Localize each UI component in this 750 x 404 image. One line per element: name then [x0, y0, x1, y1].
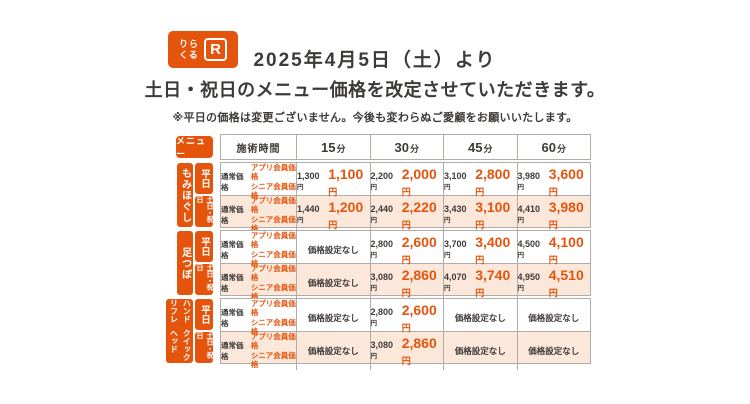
- day-labels: 平日 土日・祝日: [195, 162, 213, 228]
- day-weekday-badge: 平日: [195, 231, 213, 262]
- no-price-cell: 価格設定なし: [296, 332, 370, 370]
- no-price-cell: 価格設定なし: [296, 231, 370, 269]
- menu-header-badge: メニュー: [176, 136, 213, 159]
- table-row: 通常価格 アプリ会員価格 シニア会員価格 価格設定なし 3,080円 2,860円 …: [221, 263, 590, 302]
- day-weekday-badge: 平日: [195, 299, 213, 330]
- group-name-ashitsubo: 足つぼ: [177, 231, 193, 295]
- group-name-handrefle-quickhead: ハンドリフレ クイックヘッド: [166, 299, 193, 363]
- price-type-labels: 通常価格 アプリ会員価格 シニア会員価格: [221, 332, 296, 370]
- price-cell: 3,100円 2,800円: [443, 163, 517, 201]
- headline: 2025年4月5日（土）より 土日・祝日のメニュー価格を改定させていただきます。…: [0, 0, 750, 125]
- price-cell: 3,080円 2,860円: [369, 264, 444, 302]
- col-header-30min: 30 分: [369, 135, 444, 159]
- day-holiday-badge: 土日・祝日: [195, 332, 213, 363]
- day-holiday-badge: 土日・祝日: [195, 196, 213, 227]
- price-cell: 3,430円 3,100円: [443, 196, 517, 234]
- price-type-labels: 通常価格 アプリ会員価格 シニア会員価格: [221, 264, 296, 302]
- day-weekday-badge: 平日: [195, 163, 213, 194]
- price-type-labels: 通常価格 アプリ会員価格 シニア会員価格: [221, 231, 296, 269]
- time-header-label: 施術時間: [236, 143, 281, 155]
- day-holiday-badge: 土日・祝日: [195, 264, 213, 295]
- title-date: 2025年4月5日（土）より: [253, 50, 497, 71]
- group-name-col: ハンドリフレ クイックヘッド: [165, 298, 193, 364]
- price-cell: 4,410円 3,980円: [516, 196, 591, 234]
- no-price-cell: 価格設定なし: [516, 299, 591, 337]
- col-header-15min: 15 分: [296, 135, 370, 159]
- col-header-60min: 60 分: [516, 135, 591, 159]
- price-cell: 2,800円 2,600円: [369, 231, 444, 269]
- no-price-cell: 価格設定なし: [443, 332, 517, 370]
- time-header: 施術時間 15 分 30 分 45 分 60 分: [220, 134, 591, 160]
- table-row: 通常価格 アプリ会員価格 シニア会員価格 1,300円 1,100円 2,200円 2…: [221, 163, 590, 201]
- table-row: 通常価格 アプリ会員価格 シニア会員価格 価格設定なし 2,800円 2,600円 …: [221, 231, 590, 269]
- table-row: 通常価格 アプリ会員価格 シニア会員価格 価格設定なし 2,800円 2,600円 …: [221, 299, 590, 337]
- no-price-cell: 価格設定なし: [296, 264, 370, 302]
- day-labels: 平日 土日・祝日: [195, 230, 213, 296]
- price-cell: 2,200円 2,000円: [369, 163, 444, 201]
- price-cell: 4,950円 4,510円: [516, 264, 591, 302]
- no-price-cell: 価格設定なし: [443, 299, 517, 337]
- group-momihogushi: もみほぐし 平日 土日・祝日 通常価格 アプリ会員価格 シニア会員価格 1,300…: [165, 162, 591, 234]
- price-cell: 2,800円 2,600円: [369, 299, 444, 337]
- rirakuru-r-icon: R: [204, 38, 227, 61]
- table-header-row: メニュー 施術時間 15 分 30 分 45 分 60 分: [165, 134, 591, 160]
- group-handrefle-quickhead: ハンドリフレ クイックヘッド 平日 土日・祝日 通常価格 アプリ会員価格 シニア会…: [165, 298, 591, 370]
- group-ashitsubo: 足つぼ 平日 土日・祝日 通常価格 アプリ会員価格 シニア会員価格 価格設定なし …: [165, 230, 591, 302]
- rirakuru-logo: りら くる R: [168, 31, 238, 68]
- price-table: メニュー 施術時間 15 分 30 分 45 分 60 分 もみほぐし 平日 土日・祝日: [165, 134, 591, 370]
- no-price-cell: 価格設定なし: [296, 299, 370, 337]
- no-price-cell: 価格設定なし: [516, 332, 591, 370]
- price-type-labels: 通常価格 アプリ会員価格 シニア会員価格: [221, 196, 296, 234]
- price-cell: 3,080円 2,860円: [369, 332, 444, 370]
- menu-header-col: メニュー: [165, 134, 213, 160]
- price-cell: 3,700円 3,400円: [443, 231, 517, 269]
- price-cell: 3,980円 3,600円: [516, 163, 591, 201]
- group-price-grid: 通常価格 アプリ会員価格 シニア会員価格 価格設定なし 2,800円 2,600円 …: [220, 230, 591, 302]
- group-price-grid: 通常価格 アプリ会員価格 シニア会員価格 価格設定なし 2,800円 2,600円 …: [220, 298, 591, 370]
- group-name-col: もみほぐし: [165, 162, 193, 228]
- group-name-col: 足つぼ: [165, 230, 193, 296]
- title-main: 土日・祝日のメニュー価格を改定させていただきます。: [144, 80, 606, 100]
- price-cell: 4,070円 3,740円: [443, 264, 517, 302]
- price-cell: 1,300円 1,100円: [296, 163, 370, 201]
- price-revision-notice: りら くる R 2025年4月5日（土）より 土日・祝日のメニュー価格を改定させ…: [0, 0, 750, 370]
- group-price-grid: 通常価格 アプリ会員価格 シニア会員価格 1,300円 1,100円 2,200円 2…: [220, 162, 591, 234]
- price-cell: 2,440円 2,220円: [369, 196, 444, 234]
- table-row: 通常価格 アプリ会員価格 シニア会員価格 価格設定なし 3,080円 2,860円 …: [221, 331, 590, 370]
- group-name-momihogushi: もみほぐし: [177, 163, 193, 227]
- day-labels: 平日 土日・祝日: [195, 298, 213, 364]
- price-type-labels: 通常価格 アプリ会員価格 シニア会員価格: [221, 163, 296, 201]
- price-cell: 4,500円 4,100円: [516, 231, 591, 269]
- table-row: 通常価格 アプリ会員価格 シニア会員価格 1,440円 1,200円 2,440円 2…: [221, 195, 590, 234]
- logo-text: りら くる: [179, 39, 199, 60]
- price-cell: 1,440円 1,200円: [296, 196, 370, 234]
- col-header-45min: 45 分: [443, 135, 517, 159]
- logo-text-line2: くる: [178, 49, 199, 60]
- logo-text-line1: りら: [178, 39, 199, 50]
- headline-note: ※平日の価格は変更ございません。今後も変わらぬご愛顧をお願いいたします。: [172, 112, 578, 124]
- price-type-labels: 通常価格 アプリ会員価格 シニア会員価格: [221, 299, 296, 337]
